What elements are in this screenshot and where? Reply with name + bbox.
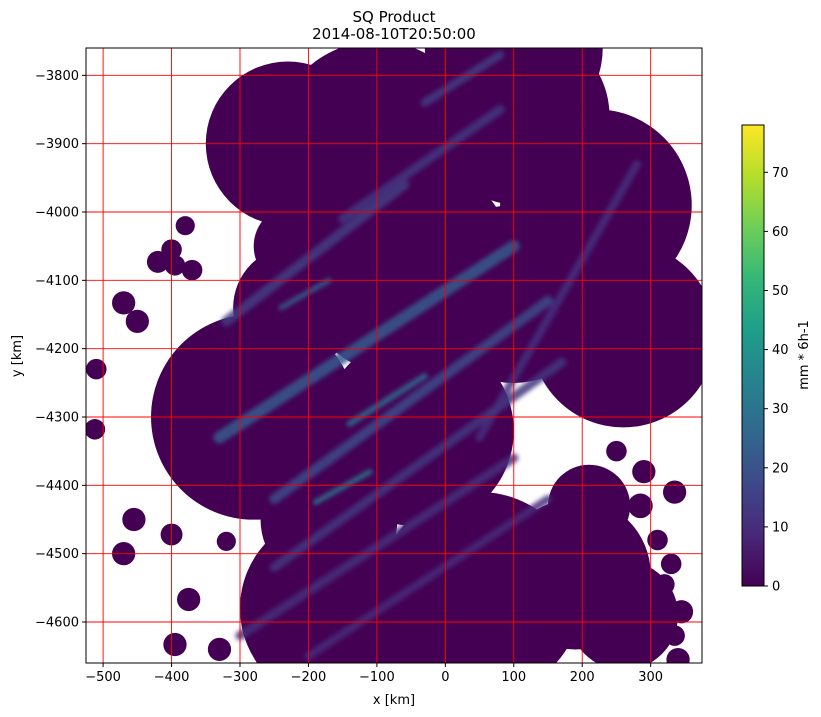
coverage-disk (634, 646, 654, 663)
colorbar: 0 10 20 30 40 50 60 70 mm * 6h-1 (741, 124, 812, 595)
rain-band (304, 495, 552, 661)
y-axis-ticks: −3800 −3900 −4000 −4100 −4200 −4300 −4400 −4500… (35, 69, 86, 631)
coverage-disk (606, 440, 627, 462)
coverage-disk (669, 600, 694, 624)
x-tick-label: −500 (85, 670, 121, 685)
coverage-disk (664, 625, 685, 646)
y-axis-label: y [km] (10, 335, 25, 377)
colorbar-tick-label: 50 (772, 284, 789, 299)
coverage-disk (632, 460, 656, 484)
colorbar-tick-label: 30 (772, 402, 789, 417)
colorbar-tick-label: 60 (772, 225, 789, 240)
coverage-disk (86, 358, 107, 380)
rain-band (338, 105, 505, 224)
coverage-disk (548, 464, 631, 547)
rain-band (312, 469, 373, 505)
coverage-disk (628, 493, 653, 519)
x-tick-label: −400 (154, 670, 190, 685)
y-tick-label: −3800 (35, 69, 79, 84)
rain-band (346, 373, 428, 427)
x-tick-label: 0 (441, 670, 449, 685)
colorbar-tick-label: 70 (772, 166, 789, 181)
coverage-disk (175, 216, 195, 236)
coverage-disk (662, 480, 687, 504)
colorbar-ticks: 0 10 20 30 40 50 60 70 (764, 166, 789, 595)
y-tick-label: −4500 (35, 547, 79, 562)
x-axis-label: x [km] (373, 693, 415, 708)
coverage-disk (660, 553, 682, 575)
x-tick-label: −100 (359, 670, 395, 685)
y-tick-label: −4300 (35, 411, 79, 426)
coverage-disk (112, 291, 136, 315)
colorbar-tick-label: 10 (772, 520, 789, 535)
coverage-disk (181, 259, 203, 281)
y-tick-label: −4400 (35, 479, 79, 494)
coverage-disk (146, 250, 169, 273)
y-tick-label: −4200 (35, 342, 79, 357)
rain-band (221, 179, 410, 327)
colorbar-tick-label: 40 (772, 343, 789, 358)
rain-band (475, 160, 641, 442)
coverage-disk (301, 181, 323, 202)
plot-frame (85, 47, 703, 664)
coverage-disk (122, 507, 146, 532)
x-tick-label: 200 (570, 670, 595, 685)
chart-subtitle: 2014-08-10T20:50:00 (312, 25, 476, 43)
coverage-disk (647, 529, 668, 551)
coverage-disk (666, 647, 690, 663)
rain-band (213, 240, 520, 444)
coverage-disk (207, 637, 232, 661)
coverage-disk (86, 419, 106, 440)
chart-title: SQ Product (352, 8, 435, 26)
x-tick-label: −300 (222, 670, 258, 685)
x-axis-ticks: −500 −400 −300 −200 −100 0 100 200 300 (85, 663, 663, 685)
coverage-disk (177, 587, 201, 612)
grid (86, 48, 702, 663)
coverage-disk (163, 632, 187, 657)
y-tick-label: −4100 (35, 274, 79, 289)
coverage-disk (654, 574, 675, 595)
y-tick-label: −4600 (35, 616, 79, 631)
rain-band (269, 295, 553, 504)
x-tick-label: 100 (501, 670, 526, 685)
colorbar-label: mm * 6h-1 (797, 320, 812, 390)
rain-band (420, 50, 505, 107)
coverage-disk (125, 309, 149, 333)
x-tick-label: 300 (638, 670, 663, 685)
rain-band (278, 277, 332, 311)
coverage-disk (164, 255, 186, 276)
rain-bands (213, 50, 641, 661)
y-tick-label: −4000 (35, 206, 79, 221)
plot-area (85, 47, 703, 664)
coverage-disk (253, 205, 336, 288)
y-tick-label: −3900 (35, 137, 79, 152)
colorbar-tick-label: 20 (772, 461, 789, 476)
colorbar-tick-label: 0 (772, 580, 780, 595)
x-tick-label: −200 (291, 670, 327, 685)
coverage-disk (216, 531, 236, 551)
colorbar-gradient (741, 124, 765, 587)
coverage-disk (643, 594, 665, 616)
